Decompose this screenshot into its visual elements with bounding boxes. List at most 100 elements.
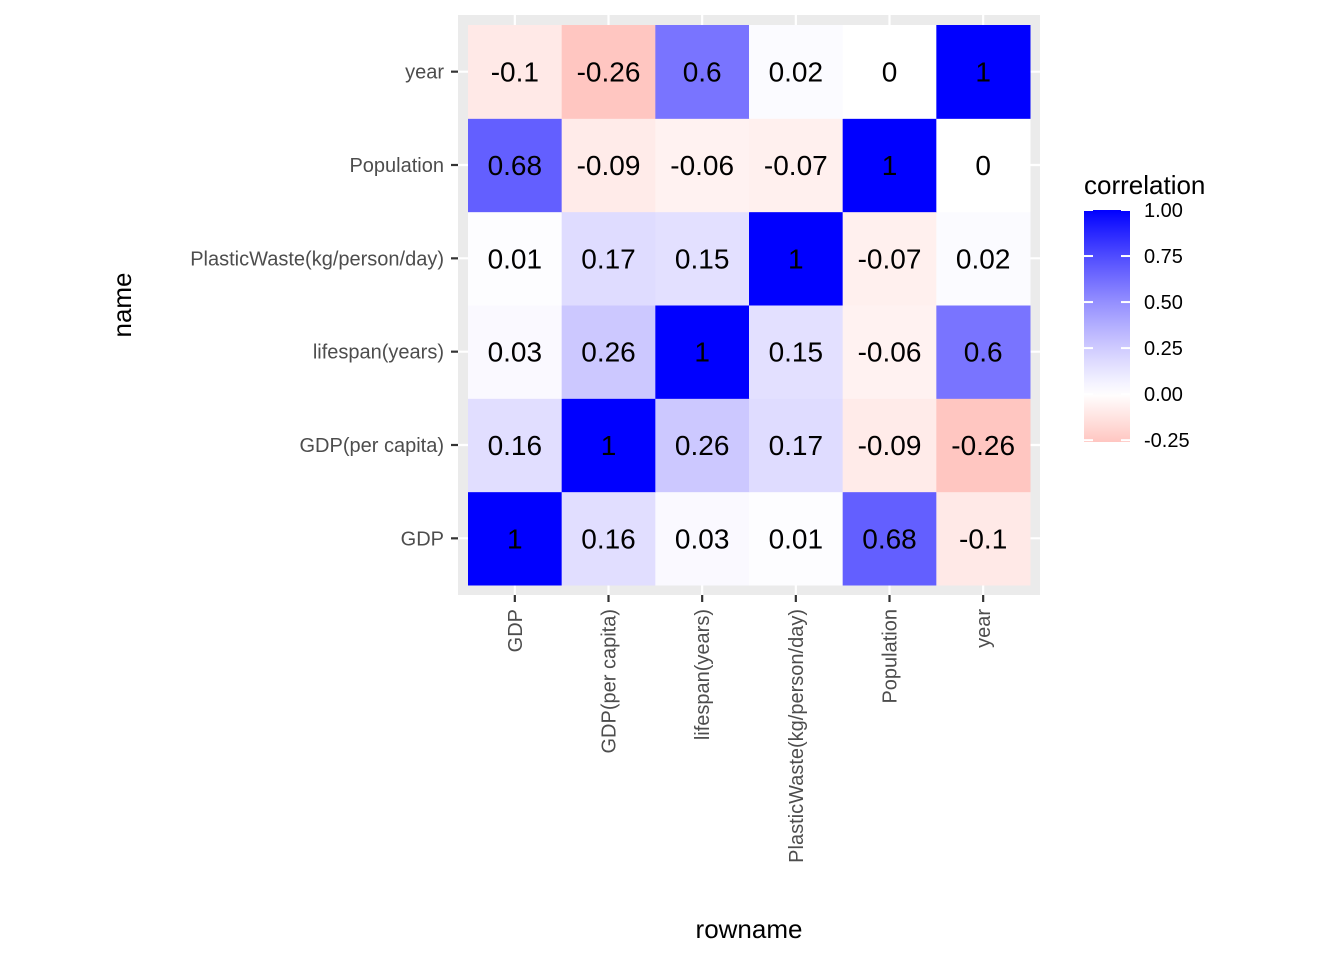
heatmap-cell <box>468 398 563 493</box>
cell-value-label: 0.15 <box>675 243 730 274</box>
x-tick-label-population: Population <box>880 609 902 704</box>
heatmap-cell <box>936 491 1031 586</box>
cell-value-label: 0.6 <box>964 337 1003 368</box>
cell-value-label: 0 <box>882 57 898 88</box>
cell-value-label: -0.09 <box>577 150 641 181</box>
cell-value-label: 0.6 <box>683 57 722 88</box>
heatmap-cell <box>842 25 937 119</box>
x-tick-label-lifespan-years: lifespan(years) <box>692 609 714 740</box>
cell-value-label: 1 <box>694 337 710 368</box>
x-axis: GDP GDP(per capita) lifespan(years) Plastic… <box>505 595 995 863</box>
cell-value-label: 0 <box>975 150 991 181</box>
heatmap-cell <box>936 25 1031 119</box>
heatmap-cell <box>936 118 1031 213</box>
heatmap-cell <box>936 211 1031 306</box>
x-axis-title: rowname <box>696 914 803 944</box>
cell-value-label: 0.03 <box>675 523 730 554</box>
cell-value-label: 0.17 <box>769 430 824 461</box>
y-axis: GDP GDP(per capita) lifespan(years) Plastic… <box>190 62 458 550</box>
cell-value-label: 1 <box>507 523 523 554</box>
cell-value-label: -0.07 <box>858 243 922 274</box>
heatmap-cell <box>842 491 937 586</box>
x-tick-label-gdp-per-capita: GDP(per capita) <box>599 609 621 754</box>
y-tick-label-gdp-per-capita: GDP(per capita) <box>300 435 445 457</box>
heatmap-cell <box>468 118 563 213</box>
cell-value-label: 0.16 <box>488 430 543 461</box>
cell-value-label: 0.02 <box>956 243 1011 274</box>
y-axis-title: name <box>107 272 137 337</box>
heatmap-cell <box>936 398 1031 493</box>
heatmap-cell <box>468 25 563 119</box>
heatmap-cell <box>842 211 937 306</box>
legend-break-label: 1.00 <box>1144 200 1183 222</box>
heatmap-cell <box>749 25 844 119</box>
heatmap-cell <box>749 398 844 493</box>
heatmap-cell <box>655 491 750 586</box>
heatmap-cell <box>561 118 656 213</box>
cell-value-label: -0.1 <box>959 523 1007 554</box>
heatmap-cell <box>749 491 844 586</box>
cell-value-label: -0.1 <box>491 57 539 88</box>
cell-value-label: 1 <box>601 430 617 461</box>
heatmap-cell <box>561 25 656 119</box>
cell-value-label: 0.02 <box>769 57 824 88</box>
cell-labels: 1 0.16 0.03 0.01 0.68 -0.10.16 1 0.26 0.17 -0.09-… <box>488 57 1015 555</box>
cell-value-label: 1 <box>788 243 804 274</box>
cell-value-label: 0.68 <box>488 150 543 181</box>
cell-value-label: -0.07 <box>764 150 828 181</box>
legend-break-label: 0.50 <box>1144 292 1183 314</box>
heatmap-cell <box>749 305 844 399</box>
heatmap-cell <box>655 25 750 119</box>
cell-value-label: 0.16 <box>581 523 636 554</box>
heatmap-cell <box>468 305 563 399</box>
heatmap-cell <box>561 211 656 306</box>
x-tick-label-year: year <box>973 609 995 648</box>
cell-value-label: -0.06 <box>670 150 734 181</box>
heatmap-cell <box>842 118 937 213</box>
heatmap-cell <box>749 211 844 306</box>
legend-break-label: -0.25 <box>1144 430 1190 452</box>
cell-value-label: 1 <box>975 57 991 88</box>
heatmap-cell <box>842 305 937 399</box>
legend-title: correlation <box>1084 170 1205 200</box>
cell-value-label: 1 <box>882 150 898 181</box>
heatmap-cell <box>842 398 937 493</box>
y-tick-label-plasticwaste-kg-person-day: PlasticWaste(kg/person/day) <box>190 248 444 270</box>
legend-break-label: 0.75 <box>1144 246 1183 268</box>
cell-value-label: 0.01 <box>488 243 543 274</box>
legend-break-label: 0.00 <box>1144 384 1183 406</box>
cell-value-label: 0.01 <box>769 523 824 554</box>
color-legend: correlation 1.00 0.75 0.50 0.25 0.00 -0.25 <box>1084 170 1205 452</box>
cell-value-label: 0.03 <box>488 337 543 368</box>
heatmap-cell <box>936 305 1031 399</box>
heatmap-cells <box>468 25 1031 586</box>
heatmap-cell <box>655 398 750 493</box>
y-tick-label-year: year <box>405 62 444 84</box>
heatmap-cell <box>655 211 750 306</box>
heatmap-cell <box>468 211 563 306</box>
heatmap-cell <box>561 491 656 586</box>
legend-break-label: 0.25 <box>1144 338 1183 360</box>
y-tick-label-population: Population <box>349 155 444 177</box>
y-tick-label-lifespan-years: lifespan(years) <box>313 342 444 364</box>
cell-value-label: 0.26 <box>675 430 730 461</box>
cell-value-label: -0.26 <box>577 57 641 88</box>
heatmap-cell <box>561 305 656 399</box>
heatmap-cell <box>468 491 563 586</box>
cell-value-label: -0.09 <box>858 430 922 461</box>
heatmap-cell <box>655 305 750 399</box>
legend-colorbar <box>1084 210 1130 442</box>
cell-value-label: -0.26 <box>951 430 1015 461</box>
x-tick-label-plasticwaste-kg-person-day: PlasticWaste(kg/person/day) <box>786 609 808 863</box>
cell-value-label: 0.26 <box>581 337 636 368</box>
x-tick-label-gdp: GDP <box>505 609 527 652</box>
cell-value-label: -0.06 <box>858 337 922 368</box>
y-tick-label-gdp: GDP <box>401 528 444 550</box>
heatmap-cell <box>561 398 656 493</box>
cell-value-label: 0.68 <box>862 523 917 554</box>
cell-value-label: 0.15 <box>769 337 824 368</box>
cell-value-label: 0.17 <box>581 243 636 274</box>
heatmap-cell <box>655 118 750 213</box>
